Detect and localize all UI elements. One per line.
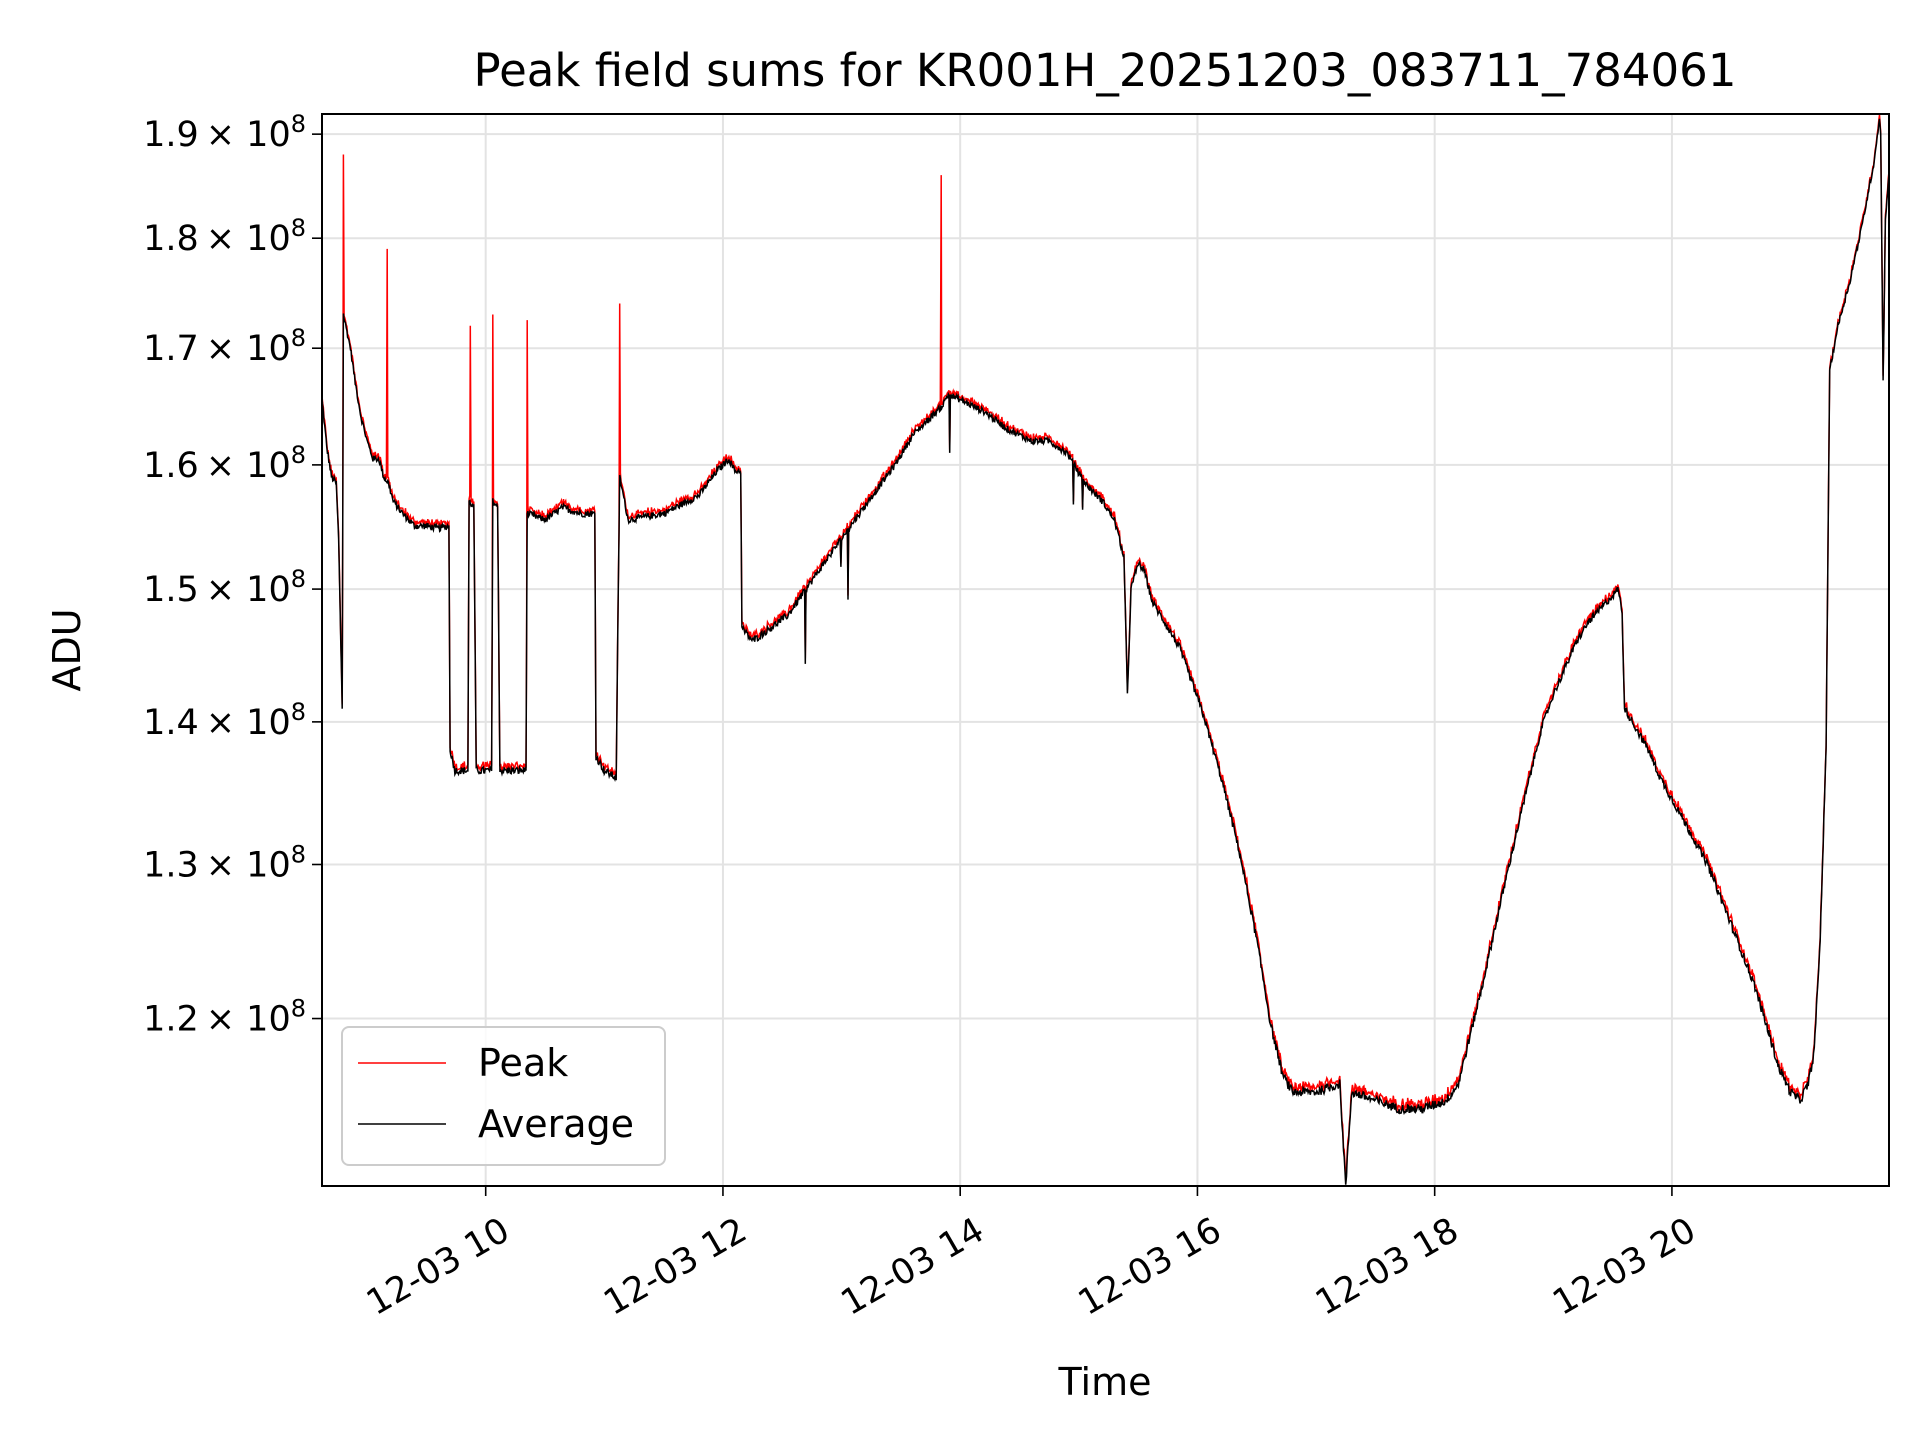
y-tick-multiplier: × 10 <box>199 845 291 885</box>
series-lines <box>321 114 1890 1185</box>
y-tick-exponent: 8 <box>291 995 306 1023</box>
y-tick-label: 1.6 × 108 <box>143 441 306 486</box>
x-tick-label: 12-03 16 <box>1072 1210 1228 1323</box>
y-tick-mantissa: 1.8 <box>143 219 199 259</box>
y-tick-multiplier: × 10 <box>199 219 291 259</box>
y-tick-mantissa: 1.7 <box>143 329 199 369</box>
x-tick-label: 12-03 18 <box>1309 1210 1465 1323</box>
y-tick-label: 1.5 × 108 <box>143 565 306 610</box>
y-tick-label: 1.2 × 108 <box>143 995 306 1040</box>
y-axis-label: ADU <box>45 608 89 691</box>
x-tick-label: 12-03 20 <box>1546 1210 1702 1323</box>
y-tick-mantissa: 1.9 <box>143 115 199 155</box>
y-tick-label: 1.4 × 108 <box>143 698 306 743</box>
x-tick-label: 12-03 14 <box>835 1210 991 1323</box>
y-tick-label: 1.8 × 108 <box>143 214 306 259</box>
y-tick-exponent: 8 <box>291 324 306 352</box>
y-tick-exponent: 8 <box>291 565 306 593</box>
y-tick-exponent: 8 <box>291 110 306 138</box>
y-tick-multiplier: × 10 <box>199 570 291 610</box>
y-tick-mantissa: 1.6 <box>143 446 199 486</box>
y-tick-exponent: 8 <box>291 214 306 242</box>
legend: Peak Average <box>341 1026 666 1166</box>
legend-label-peak: Peak <box>478 1041 568 1085</box>
y-tick-mantissa: 1.3 <box>143 845 199 885</box>
y-tick-exponent: 8 <box>291 441 306 469</box>
y-tick-label: 1.7 × 108 <box>143 324 306 369</box>
y-tick-label: 1.3 × 108 <box>143 840 306 885</box>
y-tick-label: 1.9 × 108 <box>143 110 306 155</box>
y-tick-multiplier: × 10 <box>199 115 291 155</box>
series-line-peak <box>321 114 1890 1181</box>
plot-frame <box>321 113 1890 1187</box>
y-tick-mantissa: 1.4 <box>143 703 199 743</box>
legend-label-average: Average <box>478 1102 634 1146</box>
chart-title: Peak field sums for KR001H_20251203_0837… <box>474 44 1737 97</box>
x-axis-label: Time <box>1058 1360 1152 1404</box>
y-tick-multiplier: × 10 <box>199 703 291 743</box>
y-tick-mantissa: 1.5 <box>143 570 199 610</box>
y-tick-multiplier: × 10 <box>199 329 291 369</box>
grid <box>322 114 1889 1186</box>
x-tick-label: 12-03 10 <box>360 1210 516 1323</box>
legend-box <box>341 1026 666 1166</box>
series-line-average <box>321 118 1890 1185</box>
x-tick-label: 12-03 12 <box>597 1210 753 1323</box>
y-tick-exponent: 8 <box>291 840 306 868</box>
y-tick-mantissa: 1.2 <box>143 1000 199 1040</box>
y-tick-exponent: 8 <box>291 698 306 726</box>
y-tick-multiplier: × 10 <box>199 1000 291 1040</box>
y-tick-multiplier: × 10 <box>199 446 291 486</box>
